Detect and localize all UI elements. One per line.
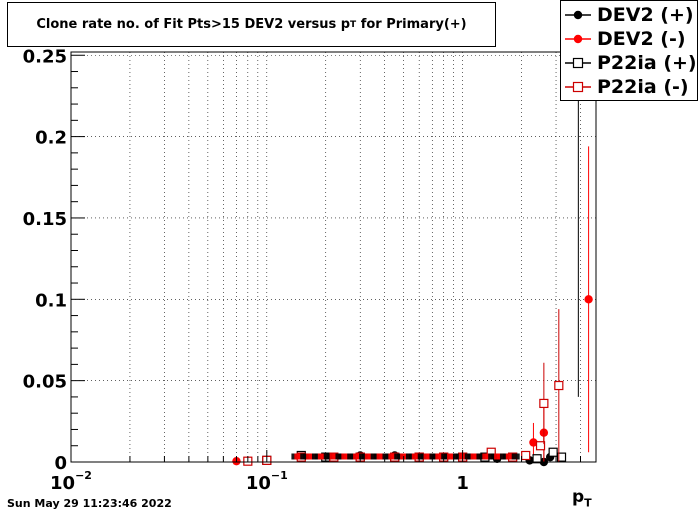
legend-item-dev2-plus: DEV2 (+) — [561, 3, 699, 27]
open-square-marker-icon — [565, 81, 591, 93]
plot-frame — [70, 51, 597, 463]
legend-item-dev2-minus: DEV2 (-) — [561, 27, 699, 51]
data-point — [554, 380, 564, 391]
legend-label: P22ia (+) — [597, 52, 697, 74]
dense-point-band — [291, 453, 520, 460]
chart-title: Clone rate no. of Fit Pts>15 DEV2 versus… — [7, 2, 496, 47]
x-axis-label: pT — [572, 487, 592, 509]
chart-title-main: Clone rate no. of Fit Pts>15 DEV2 versus… — [36, 17, 351, 32]
legend-item-p22ia-plus: P22ia (+) — [561, 51, 699, 75]
data-point — [511, 453, 520, 460]
legend-label: DEV2 (-) — [597, 28, 686, 50]
data-point — [529, 438, 538, 447]
x-tick-label: 10−2 — [50, 469, 92, 494]
data-point — [548, 447, 558, 457]
y-tick-label: 0.15 — [23, 209, 67, 230]
legend-item-p22ia-minus: P22ia (-) — [561, 75, 699, 99]
series-dev2- — [262, 51, 583, 467]
data-point — [535, 441, 546, 451]
data-point — [539, 398, 549, 409]
data-point — [584, 295, 593, 304]
data-point — [521, 450, 531, 461]
open-square-marker-icon — [565, 57, 591, 69]
data-marks — [232, 51, 593, 467]
legend: DEV2 (+) DEV2 (-) P22ia (+) P22ia (-) — [560, 0, 698, 101]
y-tick-label: 0.2 — [35, 128, 67, 149]
y-tick-label: 0.25 — [23, 46, 67, 67]
grid-lines — [70, 52, 596, 462]
series-dev2- — [232, 146, 593, 466]
data-point — [556, 452, 567, 462]
chart-title-sub: T — [350, 19, 357, 30]
series-p22ia- — [243, 309, 564, 466]
y-tick-label: 0.05 — [23, 372, 67, 393]
timestamp: Sun May 29 11:23:46 2022 — [7, 497, 172, 510]
x-tick-label: 10−1 — [246, 469, 288, 494]
axes: 0 0.05 0.1 0.15 0.2 0.25 10−2 10−1 1 — [23, 46, 581, 494]
x-axis-label-sub: T — [584, 496, 592, 510]
legend-label: P22ia (-) — [597, 76, 689, 98]
filled-circle-marker-icon — [565, 10, 591, 20]
x-tick-label: 1 — [456, 473, 469, 494]
y-tick-label: 0.1 — [35, 290, 67, 311]
data-point — [532, 454, 542, 464]
legend-label: DEV2 (+) — [597, 4, 694, 26]
y-tick-label: 0 — [54, 453, 67, 474]
chart-title-tail: for Primary(+) — [356, 17, 467, 32]
x-axis-label-main: p — [572, 487, 585, 507]
filled-circle-marker-icon — [565, 34, 591, 44]
